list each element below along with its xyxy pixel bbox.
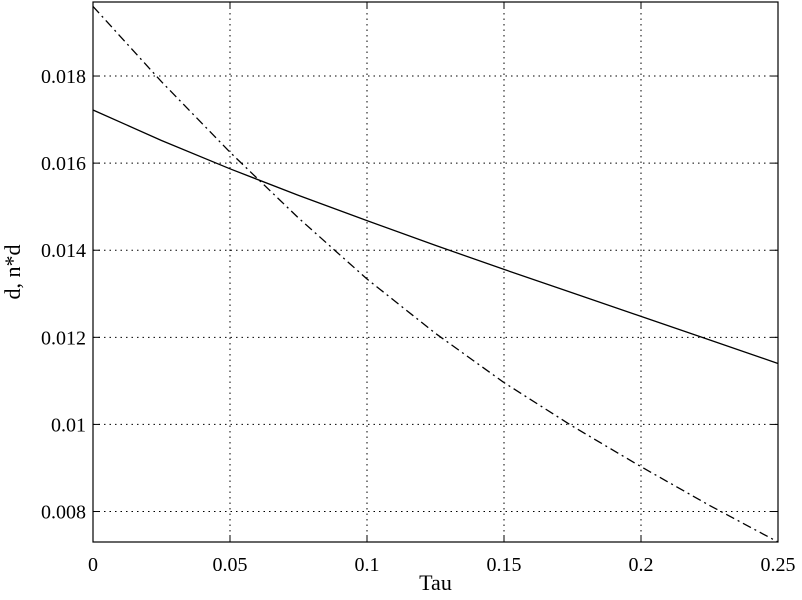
series-line-dash-dot — [92, 5, 779, 543]
plot-area-frame — [92, 1, 779, 543]
y-tick-label: 0.01 — [51, 414, 86, 436]
grid-lines — [93, 2, 778, 542]
y-tick-label: 0.018 — [41, 66, 86, 88]
x-tick-label: 0.2 — [629, 554, 654, 576]
series-lines — [92, 5, 779, 543]
axis-ticks — [92, 2, 779, 542]
x-axis-tick-labels: 0 0.05 0.1 0.15 0.2 0.25 — [88, 554, 796, 576]
y-tick-label: 0.008 — [41, 502, 86, 524]
y-tick-label: 0.012 — [41, 327, 86, 349]
y-axis-title: d, n*d — [0, 245, 25, 300]
y-tick-label: 0.016 — [41, 153, 86, 175]
y-axis-tick-labels: 0.008 0.01 0.012 0.014 0.016 0.018 — [41, 66, 86, 523]
x-tick-label: 0.1 — [355, 554, 380, 576]
x-tick-label: 0.15 — [487, 554, 522, 576]
x-tick-label: 0 — [88, 554, 98, 576]
x-axis-title: Tau — [419, 570, 452, 595]
x-tick-label: 0.25 — [761, 554, 796, 576]
series-line-solid — [92, 109, 779, 365]
y-tick-label: 0.014 — [41, 240, 86, 262]
x-tick-label: 0.05 — [213, 554, 248, 576]
